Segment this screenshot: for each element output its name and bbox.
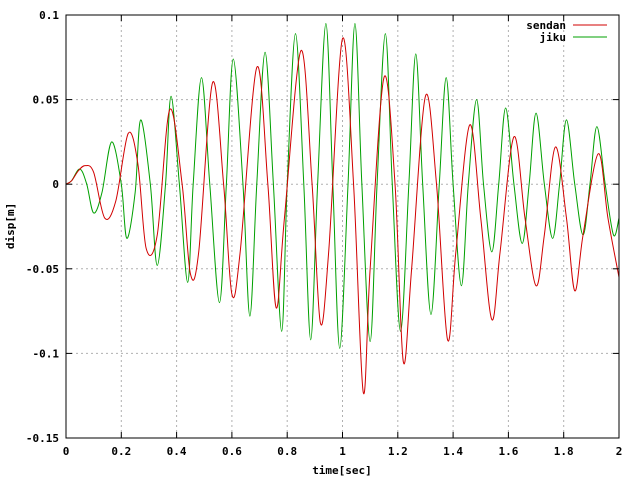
- x-tick-label: 0.8: [277, 445, 297, 458]
- x-tick-label: 1: [339, 445, 346, 458]
- y-tick-label: -0.05: [26, 263, 59, 276]
- tick-labels: 0 0.2 0.4 0.6 0.8 1 1.2 1.4 1.6 1.8 2 0.1 0.05 0 -0.05…: [26, 9, 622, 458]
- axis-ticks: [65, 14, 620, 439]
- plot-area: [66, 22, 619, 395]
- legend-label-jiku: jiku: [540, 31, 567, 44]
- legend-label-sendan: sendan: [526, 19, 566, 32]
- y-axis-label: disp[m]: [4, 203, 17, 249]
- x-tick-label: 2: [616, 445, 623, 458]
- y-tick-label: 0.05: [33, 94, 60, 107]
- grid: [66, 15, 619, 438]
- y-tick-label: -0.1: [33, 347, 60, 360]
- x-tick-label: 0: [63, 445, 70, 458]
- series-line-jiku: [66, 22, 619, 349]
- x-tick-label: 0.4: [167, 445, 187, 458]
- series-line-sendan: [66, 37, 619, 395]
- y-tick-label: 0.1: [39, 9, 59, 22]
- x-tick-label: 1.2: [388, 445, 408, 458]
- x-tick-label: 1.8: [554, 445, 574, 458]
- x-tick-label: 1.6: [498, 445, 518, 458]
- y-tick-label: 0: [52, 178, 59, 191]
- x-tick-label: 0.6: [222, 445, 242, 458]
- x-tick-label: 0.2: [111, 445, 131, 458]
- y-tick-label: -0.15: [26, 432, 59, 445]
- x-tick-label: 1.4: [443, 445, 463, 458]
- x-axis-label: time[sec]: [312, 464, 372, 477]
